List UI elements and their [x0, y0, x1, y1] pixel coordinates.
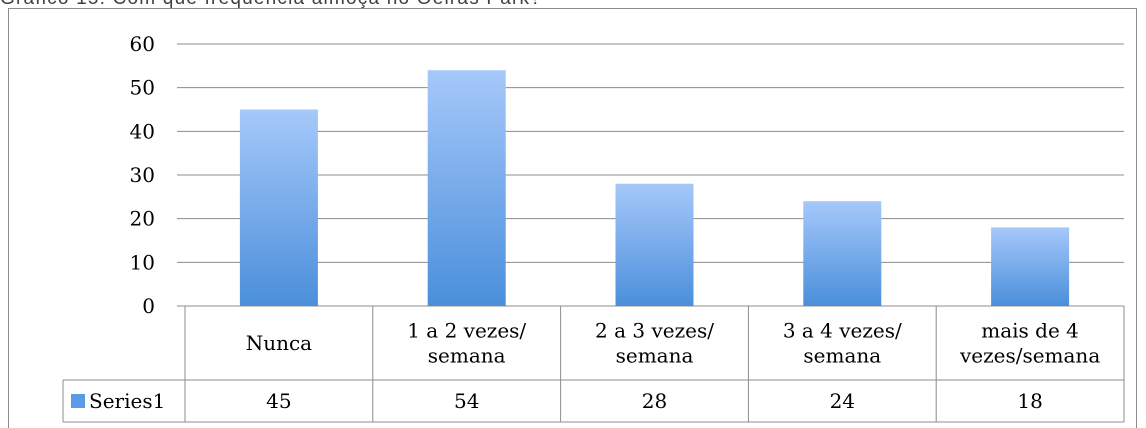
- bar: [991, 227, 1070, 306]
- legend-swatch: [71, 394, 85, 408]
- category-label: 1 a 2 vezes/: [407, 319, 526, 343]
- category-label: Nunca: [246, 331, 312, 355]
- data-value: 45: [266, 389, 291, 413]
- category-label: semana: [428, 344, 506, 368]
- y-tick-label: 0: [142, 294, 155, 318]
- bar: [615, 183, 694, 306]
- category-label: vezes/semana: [959, 344, 1100, 368]
- category-label: mais de 4: [981, 319, 1079, 343]
- data-value: 24: [830, 389, 855, 413]
- category-label: semana: [803, 344, 881, 368]
- category-label: 3 a 4 vezes/: [783, 319, 902, 343]
- data-value: 28: [642, 389, 667, 413]
- data-value: 18: [1017, 389, 1042, 413]
- category-label: semana: [616, 344, 694, 368]
- y-tick-label: 40: [130, 119, 155, 143]
- legend-label: Series1: [89, 389, 165, 413]
- gridlines: [177, 43, 1124, 307]
- y-tick-label: 20: [130, 207, 155, 231]
- chart-frame: [8, 8, 1137, 428]
- category-label: 2 a 3 vezes/: [595, 319, 714, 343]
- y-tick-label: 60: [130, 32, 155, 56]
- y-tick-label: 50: [130, 76, 155, 100]
- y-tick-label: 30: [130, 163, 155, 187]
- data-value: 54: [454, 389, 479, 413]
- y-tick-label: 10: [130, 250, 155, 274]
- y-axis-ticks: 0 10 20 30 40 50 60: [130, 32, 155, 318]
- bar: [803, 201, 882, 306]
- bars: [239, 70, 1070, 306]
- bar: [427, 70, 506, 306]
- bar: [239, 109, 318, 306]
- chart-title: Gráfico 15: Com que frequência almoça no…: [0, 0, 542, 10]
